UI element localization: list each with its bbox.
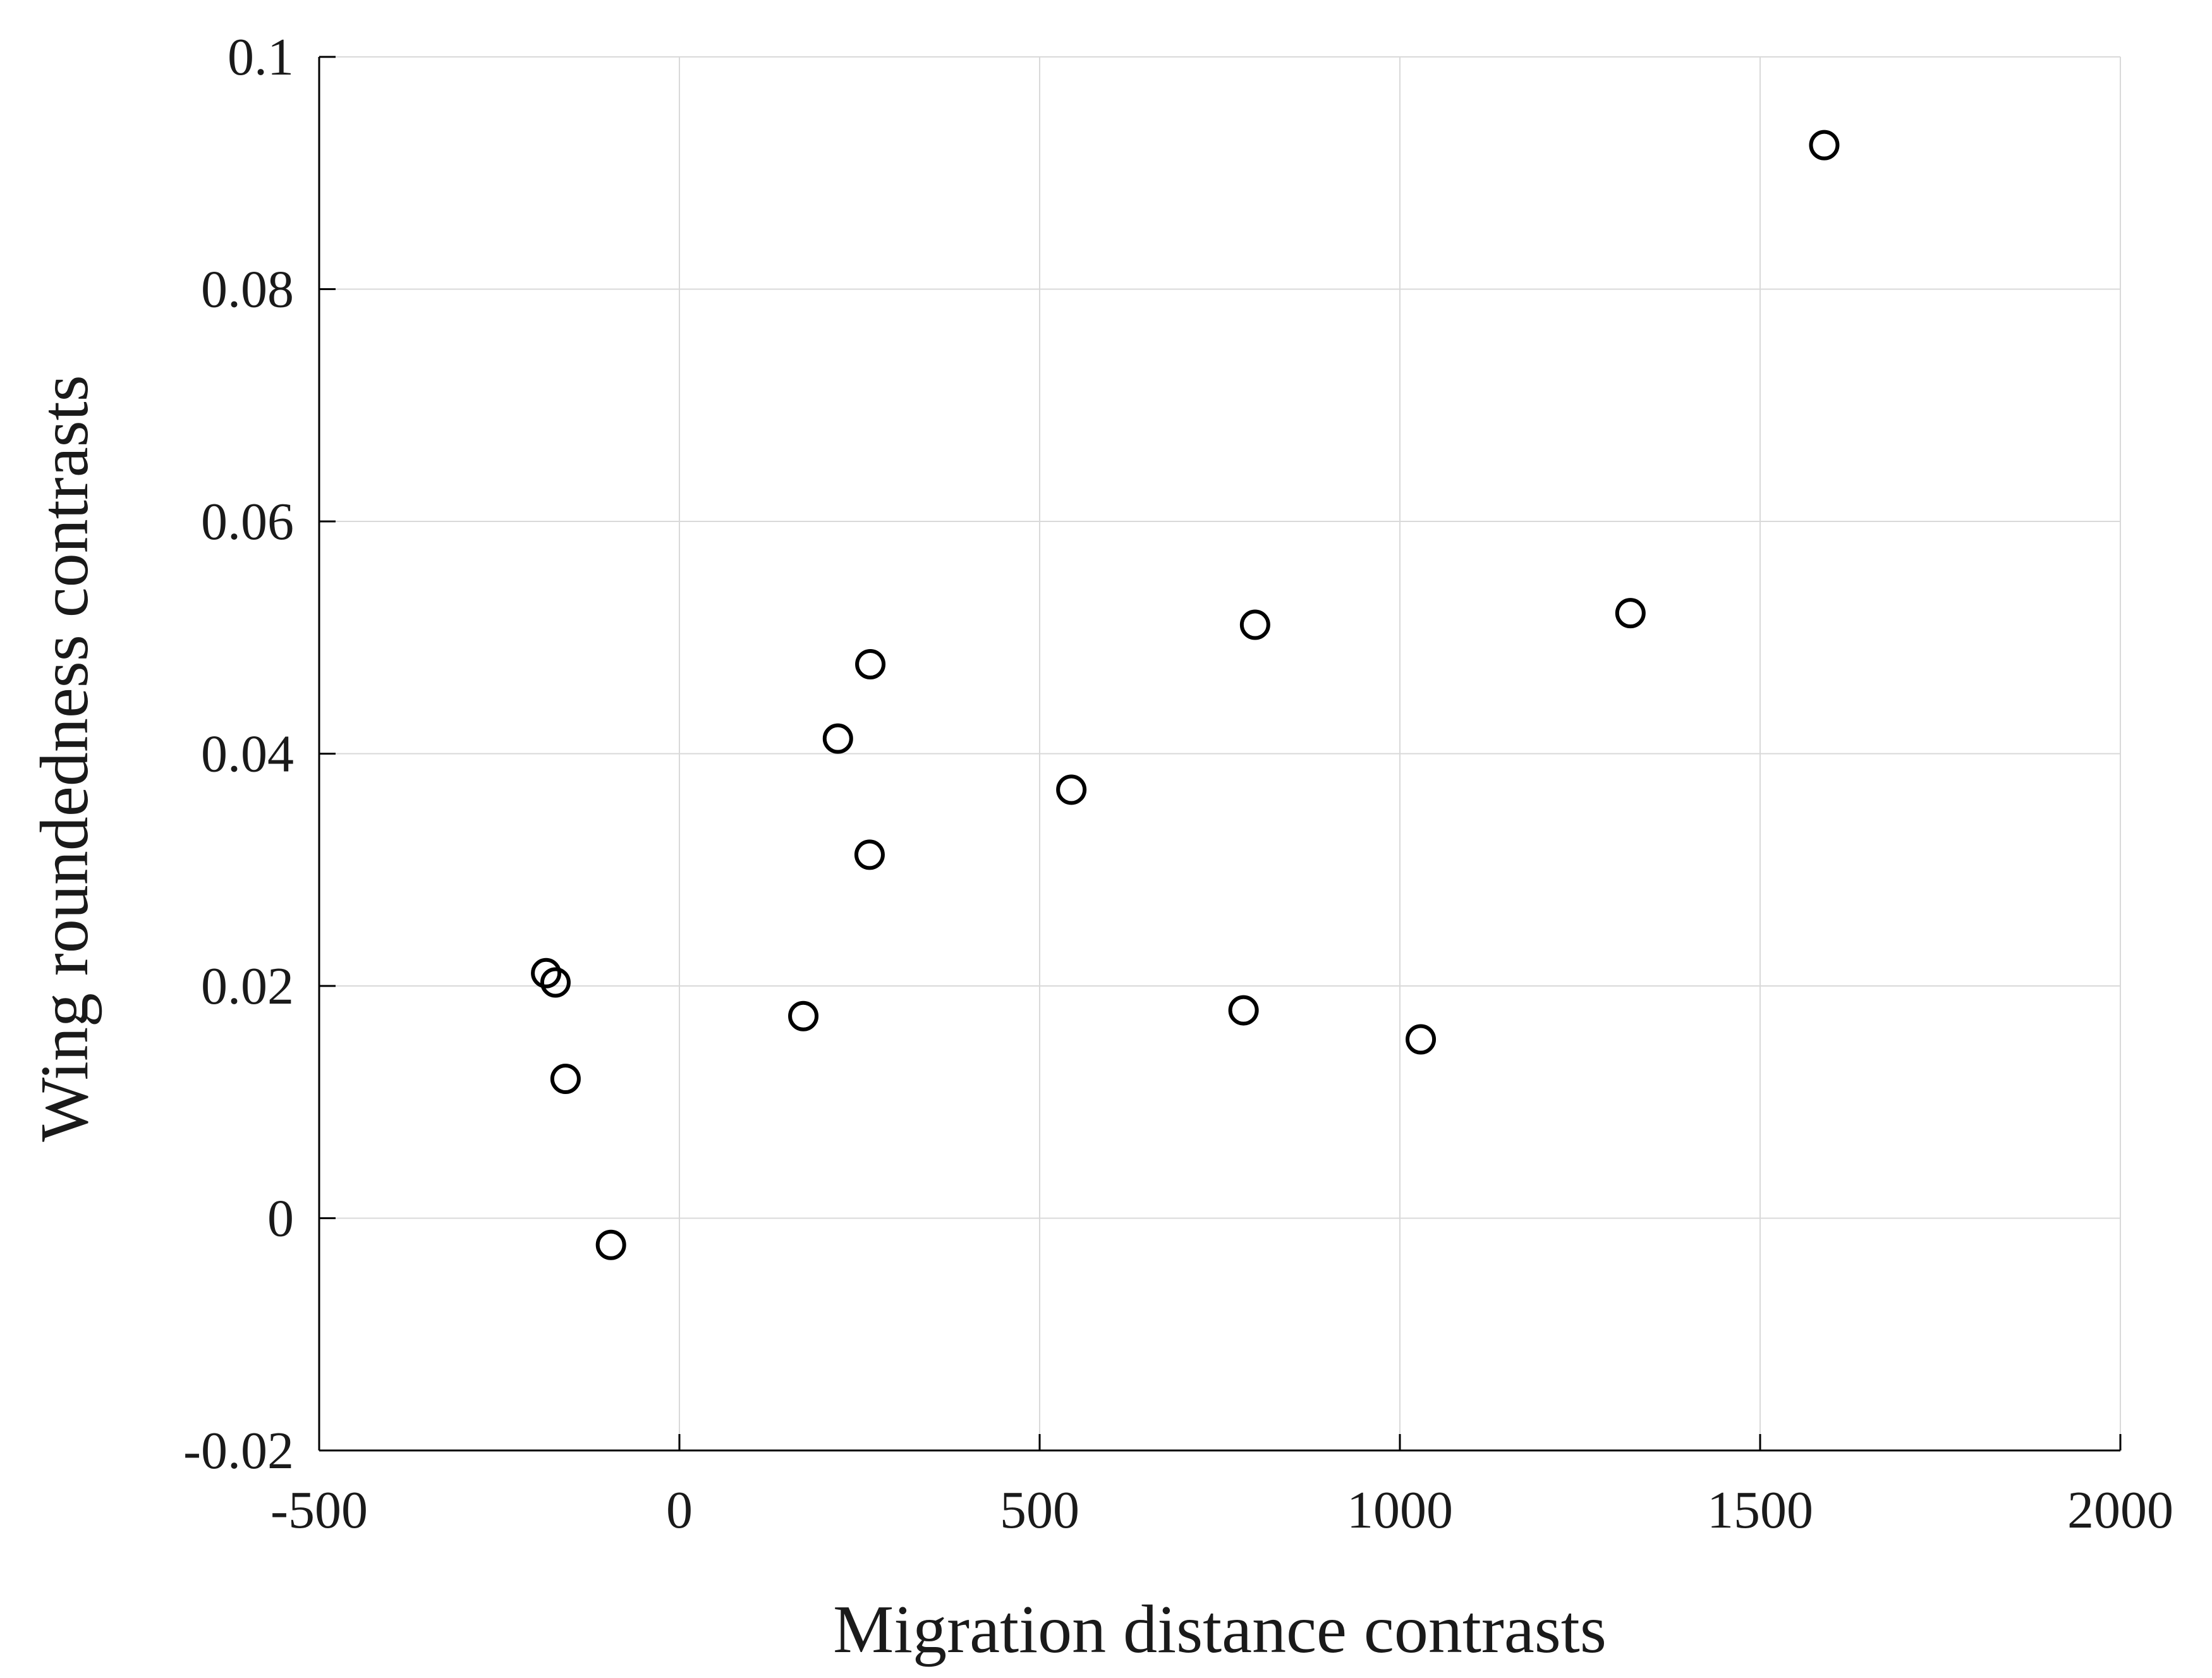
data-point	[540, 967, 571, 998]
data-point	[1406, 1024, 1437, 1055]
data-point	[1056, 774, 1087, 805]
tick-labels: -500 0 500 1000 1500 2000 -0.02 0 0.02 0.04 0.06 0.…	[183, 28, 2173, 1540]
data-point	[595, 1229, 626, 1260]
axes	[318, 56, 2122, 1452]
y-tick-label: 0.04	[201, 725, 294, 784]
x-axis-title: Migration distance contrasts	[833, 1592, 1607, 1667]
data-point	[854, 839, 885, 870]
x-tick-label: 1500	[1707, 1481, 1813, 1540]
y-tick-label: 0.06	[201, 492, 294, 551]
data-point	[531, 958, 562, 988]
data-point	[550, 1064, 581, 1094]
data-point	[1239, 609, 1270, 640]
data-point	[855, 649, 886, 680]
x-tick-label: 500	[1000, 1481, 1079, 1540]
x-tick-label: -500	[270, 1481, 368, 1540]
data-point	[1809, 130, 1840, 161]
y-axis-title: Wing roundedness contrasts	[27, 375, 102, 1141]
data-point	[1228, 995, 1259, 1026]
x-tick-label: 1000	[1347, 1481, 1453, 1540]
grid	[319, 56, 2121, 1451]
data-points	[531, 130, 1840, 1260]
y-tick-label: 0	[267, 1189, 294, 1248]
y-tick-label: 0.02	[201, 957, 294, 1016]
x-tick-label: 0	[666, 1481, 693, 1540]
data-point	[788, 1000, 819, 1031]
x-tick-label: 2000	[2067, 1481, 2173, 1540]
y-tick-label: -0.02	[183, 1421, 294, 1480]
y-tick-label: 0.08	[201, 260, 294, 319]
data-point	[1615, 598, 1646, 629]
y-tick-label: 0.1	[228, 28, 294, 87]
data-point	[822, 723, 853, 754]
